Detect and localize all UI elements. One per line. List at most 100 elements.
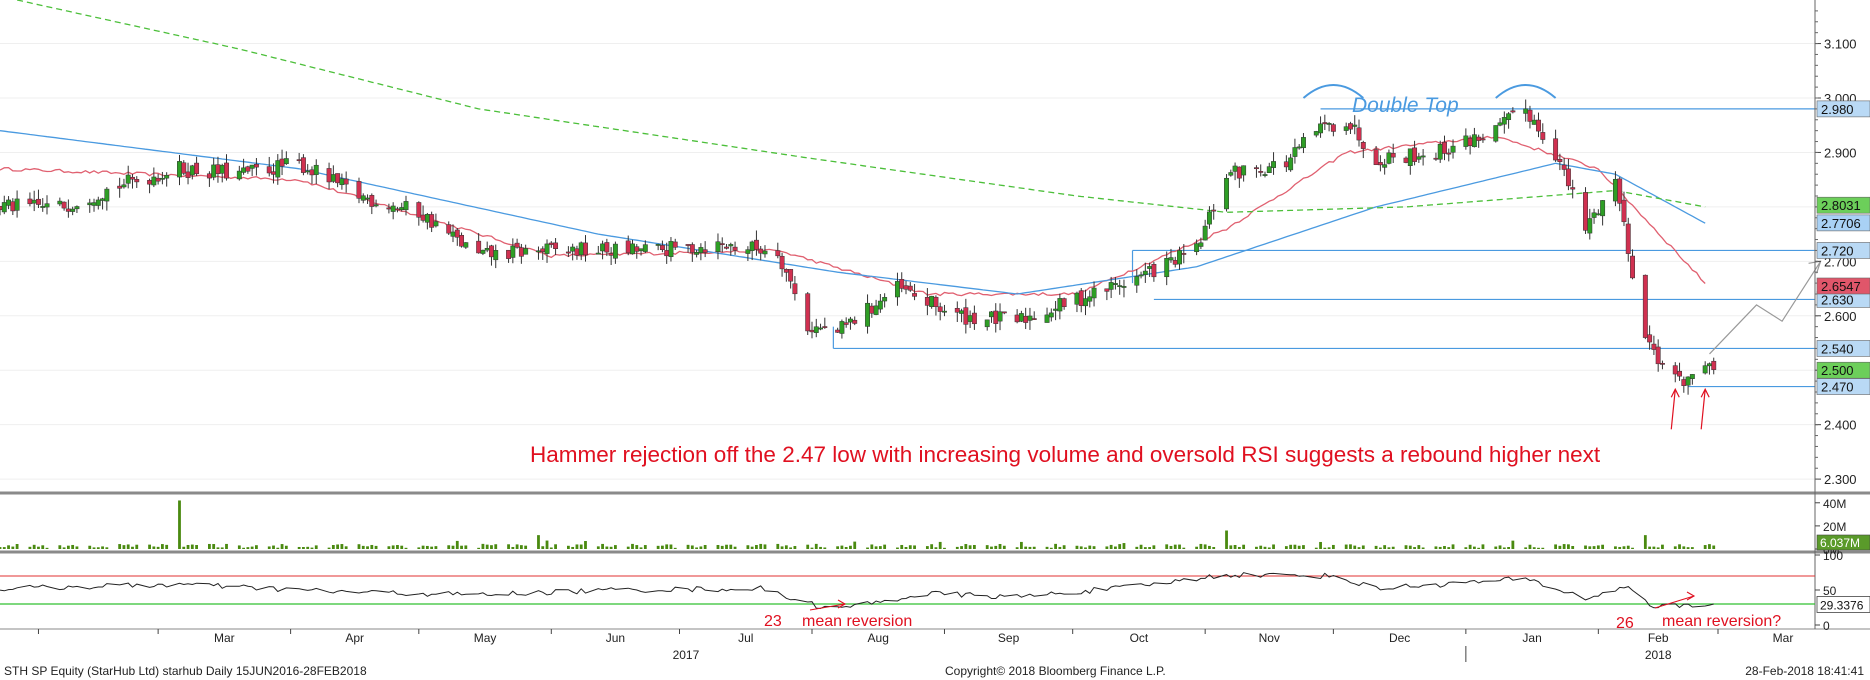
rsi-arrow-1-head	[837, 599, 847, 609]
candle-body	[1318, 123, 1324, 134]
candle-body	[1642, 274, 1648, 338]
month-label: Mar	[214, 631, 235, 645]
candle-body	[839, 321, 845, 334]
volume-bar	[1614, 546, 1617, 549]
candle-body	[1322, 122, 1328, 125]
candle-body	[151, 176, 157, 186]
volume-bar	[994, 545, 998, 549]
candle-body	[1523, 108, 1529, 114]
volume-bar	[1242, 544, 1246, 549]
volume-bar	[485, 544, 489, 549]
volume-bar	[1143, 547, 1147, 549]
rsi-mean-reversion-label: mean reversion	[802, 613, 912, 630]
candle-body	[326, 168, 332, 183]
volume-bar	[0, 547, 2, 549]
candle-body	[1236, 166, 1242, 179]
candle-body	[1553, 138, 1559, 161]
candle-body	[1211, 209, 1217, 212]
volume-bar	[1314, 547, 1318, 549]
candle-body	[570, 246, 576, 252]
volume-bar	[272, 545, 275, 549]
price-grid	[0, 43, 1815, 480]
hammer-annotation: Hammer rejection off the 2.47 low with i…	[530, 442, 1601, 467]
volume-bar	[571, 546, 575, 549]
price-tag-2.8031-box	[1816, 196, 1870, 214]
volume-bar	[575, 544, 579, 549]
candle-body	[386, 207, 392, 210]
month-label: Jul	[738, 631, 753, 645]
candle-body	[403, 201, 409, 211]
volume-bar	[1148, 547, 1152, 549]
candle-body	[540, 248, 546, 253]
volume-bar	[998, 543, 1002, 549]
volume-bar	[314, 545, 318, 549]
candle-body	[822, 326, 828, 328]
volume-bar	[776, 543, 780, 549]
volume-bar	[1361, 545, 1365, 549]
candle-body	[134, 179, 140, 183]
candle-body	[147, 180, 153, 185]
volume-bar	[152, 546, 156, 549]
volume-bar	[1622, 546, 1626, 549]
candle-body	[668, 241, 674, 257]
level-tag-2.470-label: 2.470	[1821, 380, 1854, 395]
candle-body	[394, 208, 400, 211]
volume-bar	[464, 545, 468, 549]
candle-body	[775, 250, 781, 257]
volume-bar	[1237, 546, 1241, 549]
candle-body	[1407, 148, 1413, 166]
candle-body	[1057, 298, 1063, 312]
candle-body	[749, 241, 755, 251]
candle-body	[493, 250, 499, 261]
volume-bar	[1122, 543, 1126, 549]
volume-bar	[524, 545, 528, 549]
volume-bar	[793, 546, 797, 549]
candle-body	[514, 242, 520, 248]
hammer-arrow-1-head	[1670, 387, 1680, 398]
volume-bar	[131, 546, 134, 549]
candle-body	[27, 198, 33, 205]
volume-bar	[340, 544, 344, 549]
volume-bar	[1494, 546, 1498, 549]
candle-body	[130, 176, 135, 180]
candle-body	[177, 161, 182, 178]
candle-body	[185, 171, 191, 178]
volume-bar	[883, 544, 887, 549]
candle-body	[1360, 142, 1366, 149]
volume-bar	[1661, 544, 1664, 549]
volume-bar	[1571, 546, 1575, 549]
candle-body	[698, 247, 704, 254]
candle-body	[612, 243, 618, 259]
candle-body	[10, 201, 16, 212]
candle-body	[625, 240, 631, 254]
candle-body	[1677, 370, 1682, 377]
volume-panel	[0, 500, 1716, 549]
candle-body	[959, 310, 965, 314]
volume-bar	[626, 546, 630, 549]
volume-bar	[178, 500, 181, 549]
candle-body	[1330, 124, 1336, 132]
candle-body	[215, 164, 221, 174]
volume-bar	[276, 547, 280, 549]
candle-body	[1, 202, 7, 213]
double-top-label: Double Top	[1352, 94, 1459, 117]
candle-body	[912, 293, 918, 297]
candle-body	[638, 248, 644, 252]
candle-body	[1480, 138, 1486, 141]
volume-bar	[1562, 544, 1566, 549]
volume-bar	[596, 546, 600, 549]
volume-bar	[216, 547, 220, 549]
volume-bar	[1481, 544, 1485, 549]
candle-body	[506, 249, 512, 259]
volume-bar	[1323, 547, 1327, 549]
volume-bar	[1178, 544, 1181, 549]
footer-center: Copyright© 2018 Bloomberg Finance L.P.	[945, 664, 1166, 678]
candle-body	[1561, 164, 1567, 170]
volume-bar	[1349, 544, 1352, 549]
candle-body	[1612, 178, 1618, 202]
volume-bar	[1344, 544, 1348, 549]
volume-bar	[1114, 546, 1117, 549]
volume-bar	[1054, 543, 1057, 549]
candle-body	[929, 295, 935, 308]
candle-body	[40, 206, 46, 208]
